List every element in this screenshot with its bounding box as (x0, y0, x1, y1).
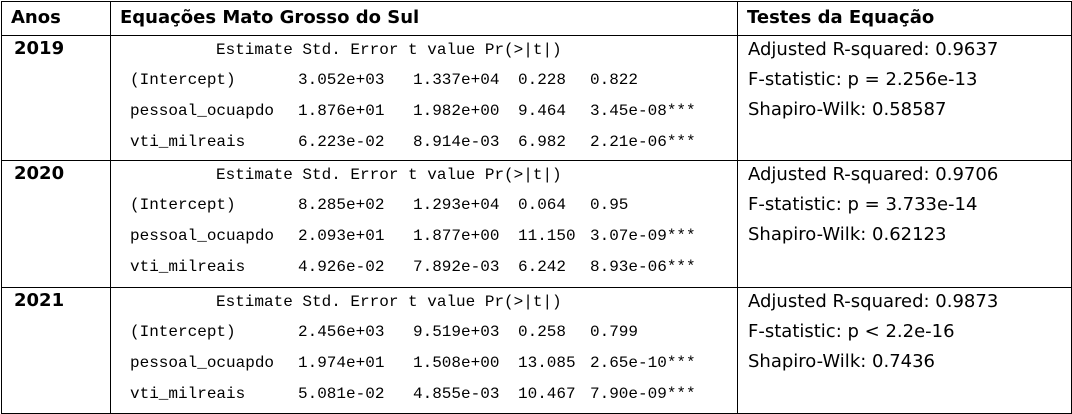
coef-value: 1.982e+00 (413, 102, 500, 120)
coef-value: 2.65e-10*** (590, 354, 696, 372)
coef-value: 8.93e-06*** (590, 258, 696, 276)
test-result: Adjusted R-squared: 0.9706 (748, 164, 999, 185)
coef-name: vti_milreais (130, 385, 246, 403)
test-result: Shapiro-Wilk: 0.58587 (748, 99, 947, 120)
test-result: F-statistic: p = 3.733e-14 (748, 194, 978, 215)
test-result: F-statistic: p < 2.2e-16 (748, 321, 955, 342)
year: 2021 (14, 290, 65, 311)
year: 2019 (14, 38, 65, 59)
coef-value: 1.293e+04 (413, 196, 500, 214)
coef-value: 0.822 (590, 71, 639, 89)
coef-value: 0.228 (518, 71, 567, 89)
coef-value: 3.45e-08*** (590, 102, 696, 120)
test-result: Shapiro-Wilk: 0.62123 (748, 224, 947, 245)
coef-value: 1.974e+01 (298, 354, 385, 372)
coef-value: 3.052e+03 (298, 71, 385, 89)
column-header: Equações Mato Grosso do Sul (120, 7, 420, 28)
coef-value: 9.464 (518, 102, 567, 120)
coef-name: (Intercept) (130, 323, 236, 341)
coef-header: Estimate Std. Error t value Pr(>|t|) (216, 293, 562, 311)
coef-value: 8.914e-03 (413, 133, 500, 151)
test-result: Adjusted R-squared: 0.9873 (748, 291, 999, 312)
coef-name: vti_milreais (130, 258, 246, 276)
coef-value: 6.242 (518, 258, 567, 276)
coef-value: 10.467 (518, 385, 576, 403)
coef-value: 11.150 (518, 227, 576, 245)
coef-name: pessoal_ocuapdo (130, 354, 275, 372)
coef-value: 4.926e-02 (298, 258, 385, 276)
coef-value: 7.892e-03 (413, 258, 500, 276)
coef-value: 5.081e-02 (298, 385, 385, 403)
column-header: Anos (11, 7, 61, 28)
coef-value: 0.95 (590, 196, 629, 214)
coef-value: 1.877e+00 (413, 227, 500, 245)
coef-name: vti_milreais (130, 133, 246, 151)
column-header: Testes da Equação (747, 7, 935, 28)
coef-value: 13.085 (518, 354, 576, 372)
coef-value: 2.093e+01 (298, 227, 385, 245)
coef-header: Estimate Std. Error t value Pr(>|t|) (216, 166, 562, 184)
coef-value: 2.456e+03 (298, 323, 385, 341)
coef-value: 6.982 (518, 133, 567, 151)
coef-value: 6.223e-02 (298, 133, 385, 151)
coef-value: 0.799 (590, 323, 639, 341)
coef-value: 2.21e-06*** (590, 133, 696, 151)
year: 2020 (14, 163, 65, 184)
coef-value: 1.508e+00 (413, 354, 500, 372)
coef-value: 3.07e-09*** (590, 227, 696, 245)
coef-value: 9.519e+03 (413, 323, 500, 341)
test-result: Adjusted R-squared: 0.9637 (748, 39, 999, 60)
coef-value: 7.90e-09*** (590, 385, 696, 403)
test-result: F-statistic: p = 2.256e-13 (748, 69, 978, 90)
coef-name: pessoal_ocuapdo (130, 227, 275, 245)
coef-value: 1.876e+01 (298, 102, 385, 120)
coef-value: 4.855e-03 (413, 385, 500, 403)
coef-value: 8.285e+02 (298, 196, 385, 214)
test-result: Shapiro-Wilk: 0.7436 (748, 351, 936, 372)
coef-header: Estimate Std. Error t value Pr(>|t|) (216, 41, 562, 59)
coef-value: 1.337e+04 (413, 71, 500, 89)
coef-value: 0.064 (518, 196, 567, 214)
coef-value: 0.258 (518, 323, 567, 341)
coef-name: (Intercept) (130, 196, 236, 214)
coef-name: (Intercept) (130, 71, 236, 89)
coef-name: pessoal_ocuapdo (130, 102, 275, 120)
